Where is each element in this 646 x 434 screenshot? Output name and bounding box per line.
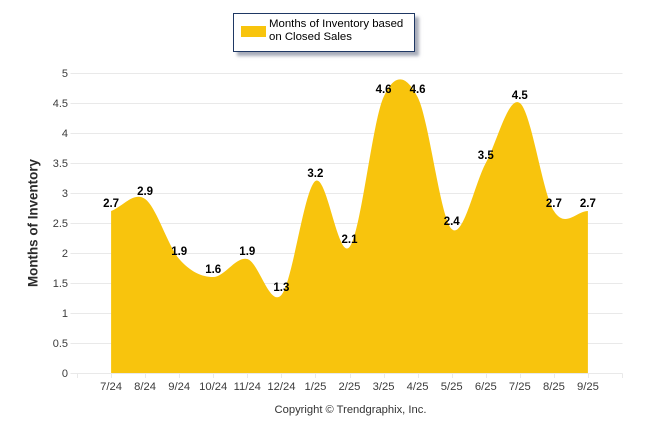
svg-text:2.7: 2.7 — [546, 198, 562, 210]
svg-text:9/24: 9/24 — [168, 381, 190, 393]
svg-text:1.9: 1.9 — [239, 246, 255, 258]
svg-text:4.6: 4.6 — [376, 84, 392, 96]
svg-text:Months of Inventory: Months of Inventory — [26, 158, 41, 287]
svg-text:5/25: 5/25 — [441, 381, 463, 393]
svg-text:1.6: 1.6 — [205, 264, 221, 276]
svg-text:12/24: 12/24 — [267, 381, 295, 393]
svg-text:9/25: 9/25 — [577, 381, 599, 393]
svg-text:2/25: 2/25 — [339, 381, 361, 393]
svg-text:2.1: 2.1 — [342, 234, 359, 246]
svg-text:4.6: 4.6 — [410, 84, 426, 96]
svg-text:0.5: 0.5 — [53, 338, 68, 350]
svg-text:6/25: 6/25 — [475, 381, 497, 393]
svg-text:3.5: 3.5 — [478, 150, 495, 162]
svg-text:2.7: 2.7 — [580, 198, 596, 210]
svg-text:0: 0 — [62, 368, 68, 380]
svg-text:2.9: 2.9 — [137, 186, 153, 198]
svg-text:5: 5 — [62, 68, 68, 80]
svg-text:4: 4 — [62, 128, 68, 140]
svg-text:2.5: 2.5 — [53, 218, 68, 230]
svg-text:7/25: 7/25 — [509, 381, 531, 393]
svg-text:1.3: 1.3 — [273, 282, 289, 294]
svg-text:4.5: 4.5 — [512, 90, 529, 102]
svg-text:4/25: 4/25 — [407, 381, 429, 393]
svg-text:3/25: 3/25 — [373, 381, 395, 393]
svg-text:7/24: 7/24 — [100, 381, 122, 393]
svg-text:1/25: 1/25 — [304, 381, 326, 393]
svg-text:3.5: 3.5 — [53, 158, 68, 170]
svg-text:3.2: 3.2 — [307, 168, 323, 180]
svg-text:1.9: 1.9 — [171, 246, 187, 258]
svg-text:Copyright © Trendgraphix, Inc.: Copyright © Trendgraphix, Inc. — [275, 404, 427, 416]
svg-text:1: 1 — [62, 308, 68, 320]
svg-text:8/25: 8/25 — [543, 381, 565, 393]
svg-text:3: 3 — [62, 188, 68, 200]
svg-text:2.7: 2.7 — [103, 198, 119, 210]
svg-text:8/24: 8/24 — [134, 381, 156, 393]
svg-text:2.4: 2.4 — [444, 216, 461, 228]
svg-text:10/24: 10/24 — [199, 381, 227, 393]
svg-text:2: 2 — [62, 248, 68, 260]
svg-text:11/24: 11/24 — [234, 381, 261, 393]
svg-text:4.5: 4.5 — [53, 98, 68, 110]
svg-text:1.5: 1.5 — [53, 278, 68, 290]
